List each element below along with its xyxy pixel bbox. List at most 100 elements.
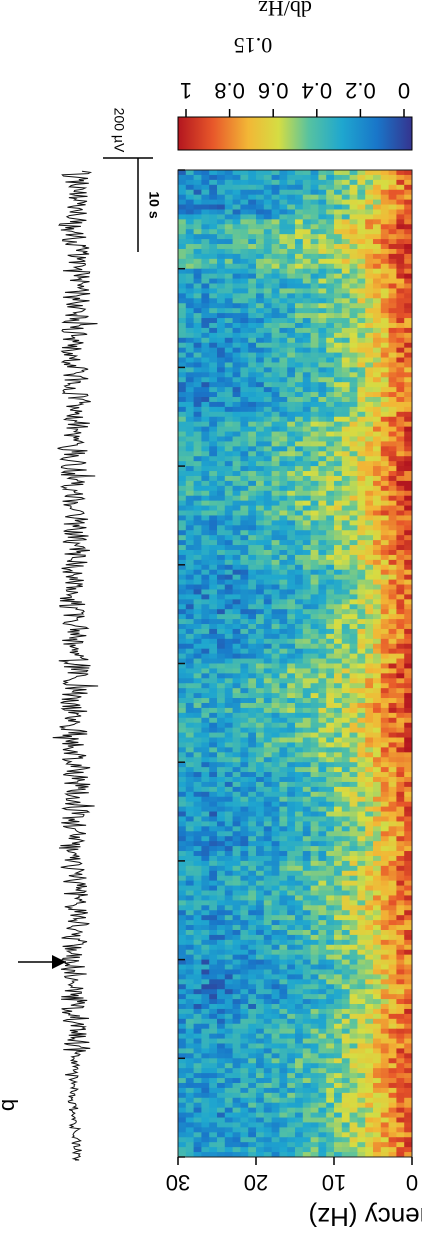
- spectrogram-cell: [201, 278, 210, 285]
- spectrogram-cell: [310, 401, 319, 408]
- spectrogram-cell: [341, 535, 351, 541]
- spectrogram-cell: [318, 549, 327, 556]
- spectrogram-cell: [388, 170, 397, 176]
- spectrogram-cell: [310, 693, 319, 699]
- spectrogram-cell: [271, 367, 280, 373]
- spectrogram-cell: [349, 525, 358, 531]
- spectrogram-cell: [373, 441, 382, 447]
- spectrogram-cell: [365, 392, 374, 398]
- spectrogram-cell: [271, 653, 280, 660]
- spectrogram-cell: [271, 214, 280, 220]
- spectrogram-cell: [302, 263, 312, 270]
- spectrogram-cell: [388, 219, 397, 225]
- spectrogram-cell: [240, 426, 249, 433]
- spectrogram-cell: [388, 786, 397, 793]
- spectrogram-cell: [201, 579, 210, 586]
- spectrogram-cell: [201, 934, 210, 941]
- spectrogram-cell: [396, 851, 405, 857]
- spectrogram-cell: [201, 204, 210, 211]
- spectrogram-cell: [263, 702, 273, 709]
- spectrogram-cell: [178, 668, 187, 674]
- spectrogram-cell: [302, 895, 312, 901]
- spectrogram-cell: [185, 959, 195, 966]
- spectrogram-cell: [248, 475, 257, 482]
- spectrogram-cell: [287, 362, 296, 368]
- spectrogram-cell: [334, 174, 343, 181]
- spectrogram-cell: [232, 174, 241, 181]
- spectrogram-cell: [178, 530, 187, 536]
- spectrogram-cell: [217, 298, 226, 304]
- spectrogram-cell: [388, 244, 397, 250]
- spectrogram-cell: [396, 337, 405, 344]
- spectrogram-cell: [287, 609, 296, 615]
- spectrogram-cell: [232, 308, 241, 314]
- spectrogram-cell: [357, 500, 366, 507]
- spectrogram-cell: [232, 500, 241, 507]
- spectrogram-cell: [279, 401, 288, 408]
- spectrogram-cell: [365, 732, 374, 739]
- spectrogram-cell: [279, 816, 288, 823]
- spectrogram-cell: [178, 890, 187, 897]
- spectrogram-cell: [217, 737, 226, 744]
- spectrogram-cell: [217, 619, 226, 625]
- spectrogram-cell: [357, 466, 366, 472]
- spectrogram-cell: [326, 584, 335, 591]
- spectrogram-cell: [396, 461, 405, 467]
- spectrogram-cell: [217, 392, 226, 398]
- spectrogram-cell: [209, 949, 218, 956]
- spectrogram-cell: [248, 698, 257, 704]
- spectrogram-cell: [295, 441, 304, 447]
- spectrogram-cell: [256, 184, 265, 191]
- spectrogram-cell: [209, 549, 218, 556]
- spectrogram-cell: [310, 781, 319, 788]
- spectrogram-cell: [217, 870, 226, 877]
- spectrogram-cell: [279, 821, 288, 827]
- spectrogram-cell: [271, 318, 280, 324]
- spectrogram-cell: [185, 762, 195, 768]
- spectrogram-cell: [232, 406, 241, 413]
- spectrogram-cell: [373, 737, 382, 744]
- spectrogram-cell: [178, 693, 187, 699]
- spectrogram-cell: [240, 698, 249, 704]
- spectrogram-cell: [357, 702, 366, 709]
- spectrogram-cell: [279, 170, 288, 176]
- spectrogram-cell: [193, 584, 202, 591]
- spectrogram-cell: [248, 313, 257, 319]
- spectrogram-cell: [224, 382, 234, 388]
- spectrogram-cell: [256, 831, 265, 837]
- spectrogram-cell: [380, 525, 390, 531]
- spectrogram-cell: [193, 288, 202, 294]
- spectrogram-cell: [326, 693, 335, 699]
- spectrogram-cell: [302, 219, 312, 225]
- spectrogram-cell: [287, 199, 296, 206]
- spectrogram-cell: [193, 224, 202, 230]
- spectrogram-cell: [318, 806, 327, 813]
- spectrogram-cell: [302, 520, 312, 526]
- spectrogram-cell: [201, 184, 210, 191]
- spectrogram-cell: [396, 471, 405, 477]
- spectrogram-cell: [279, 219, 288, 225]
- spectrogram-cell: [193, 722, 202, 729]
- spectrogram-cell: [341, 939, 351, 946]
- spectrogram-cell: [279, 762, 288, 768]
- spectrogram-cell: [302, 406, 312, 413]
- spectrogram-cell: [341, 693, 351, 699]
- spectrogram-cell: [302, 663, 312, 670]
- spectrogram-cell: [295, 890, 304, 897]
- spectrogram-cell: [302, 944, 312, 951]
- spectrogram-cell: [388, 624, 397, 630]
- spectrogram-cell: [404, 925, 412, 931]
- spectrogram-cell: [248, 895, 257, 901]
- spectrogram-cell: [404, 406, 412, 413]
- spectrogram-cell: [178, 633, 187, 640]
- spectrogram-cell: [263, 535, 273, 541]
- spectrogram-cell: [232, 313, 241, 319]
- spectrogram-cell: [357, 752, 366, 758]
- spectrogram-cell: [310, 554, 319, 561]
- spectrogram-cell: [224, 895, 234, 901]
- spectrogram-cell: [334, 865, 343, 872]
- spectrogram-cell: [388, 885, 397, 892]
- spectrogram-cell: [388, 332, 397, 339]
- spectrogram-cell: [341, 851, 351, 857]
- spectrogram-cell: [279, 717, 288, 724]
